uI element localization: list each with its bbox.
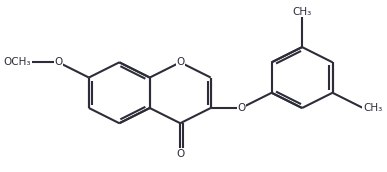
Text: CH₃: CH₃: [363, 103, 382, 113]
Text: O: O: [176, 149, 184, 159]
Text: O: O: [237, 103, 245, 113]
Text: O: O: [176, 57, 184, 67]
Text: O: O: [54, 57, 63, 67]
Text: CH₃: CH₃: [293, 7, 312, 17]
Text: OCH₃: OCH₃: [4, 57, 31, 67]
